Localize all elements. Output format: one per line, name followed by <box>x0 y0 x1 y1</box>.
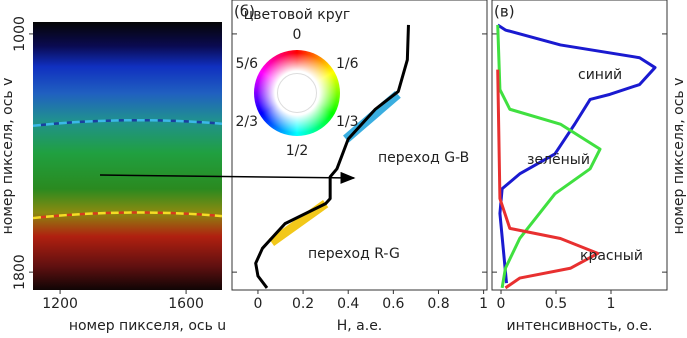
wheel-label: 1/2 <box>286 143 309 159</box>
series-label: красный <box>580 248 643 264</box>
color-wheel <box>254 50 340 136</box>
x-tick-label: 1 <box>479 296 488 312</box>
series-label: синий <box>578 67 622 83</box>
x-tick-label: 0 <box>497 296 506 312</box>
x-tick-label: 0.2 <box>292 296 314 312</box>
figure: (а)10001800номер пикселя, ось v12001600н… <box>0 0 687 338</box>
annotation: переход G-B <box>378 150 469 166</box>
annotation: переход R-G <box>308 246 400 262</box>
x-tick-label: 1200 <box>42 296 78 312</box>
wheel-label: 0 <box>293 27 302 43</box>
x-tick-label: 0.6 <box>382 296 404 312</box>
transition-band <box>271 204 325 243</box>
y-axis-label: номер пикселя, ось v <box>671 78 687 235</box>
spectrum-image <box>33 22 222 290</box>
y-tick-label: 1800 <box>12 254 28 290</box>
x-tick-label: 0.4 <box>337 296 359 312</box>
x-axis-label: интенсивность, о.е. <box>506 318 652 334</box>
x-tick-label: 0 <box>253 296 262 312</box>
x-tick-label: 0.5 <box>545 296 567 312</box>
y-axis-label: номер пикселя, ось v <box>0 78 16 235</box>
x-tick-label: 0.8 <box>427 296 449 312</box>
x-tick-label: 1 <box>607 296 616 312</box>
y-tick-label: 1000 <box>12 16 28 52</box>
x-tick-label: 1600 <box>168 296 204 312</box>
panel-label: (а) <box>37 3 58 21</box>
panel-label: (в) <box>494 3 515 21</box>
x-axis-label: H, а.е. <box>337 318 383 334</box>
wheel-title: цветовой круг <box>244 7 350 23</box>
series-label: зелёный <box>527 152 590 168</box>
x-axis-label: номер пикселя, ось u <box>69 318 226 334</box>
